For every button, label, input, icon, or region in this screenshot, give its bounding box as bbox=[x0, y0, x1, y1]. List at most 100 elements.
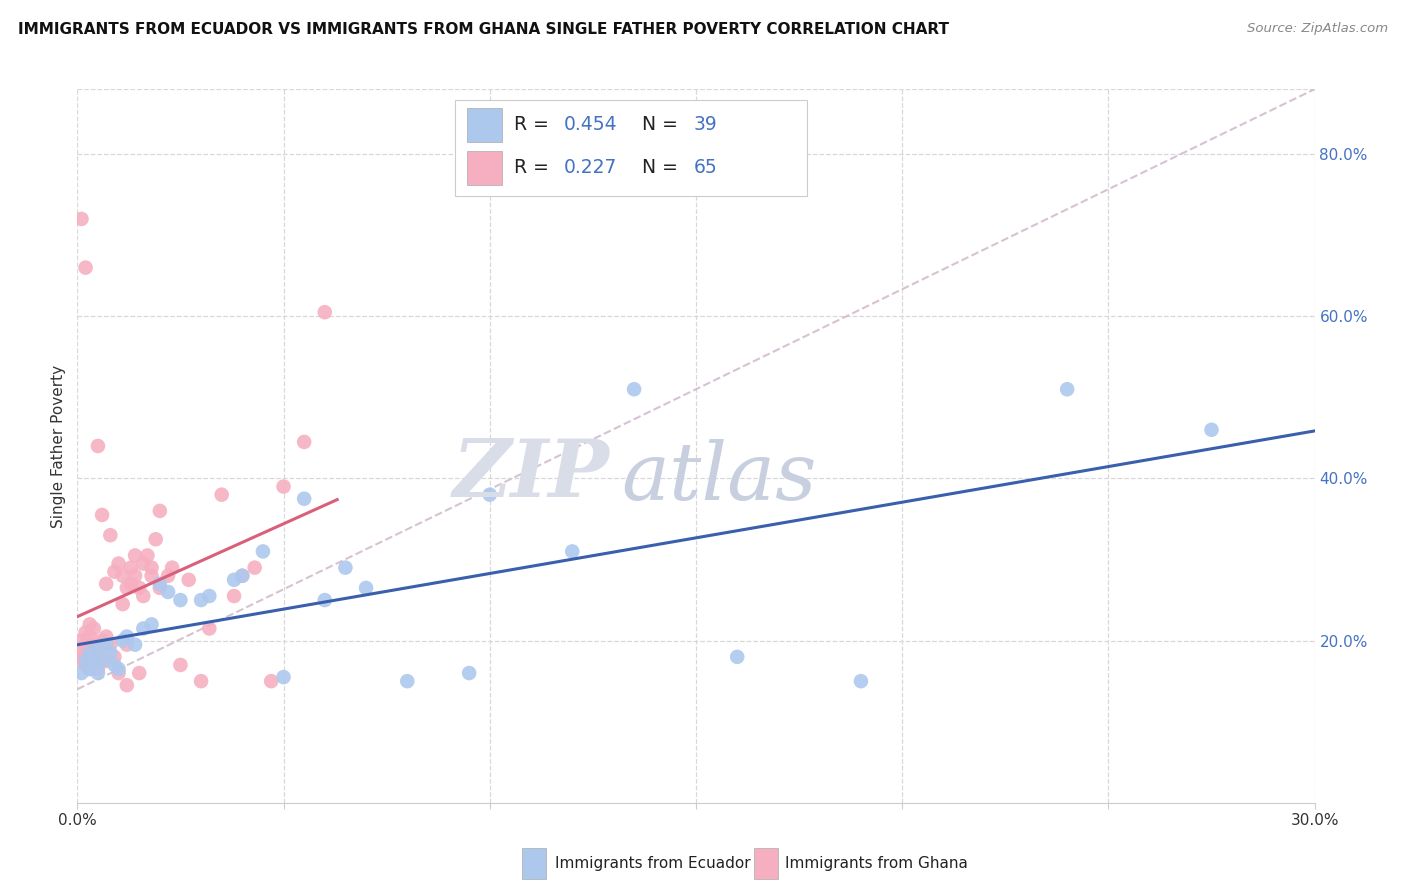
Point bbox=[103, 657, 125, 672]
Text: 65: 65 bbox=[693, 158, 717, 178]
Point bbox=[87, 641, 110, 656]
Text: N =: N = bbox=[641, 115, 683, 135]
Text: R =: R = bbox=[515, 115, 555, 135]
Point bbox=[120, 560, 142, 574]
Point bbox=[70, 633, 93, 648]
Point bbox=[198, 589, 221, 603]
Text: Source: ZipAtlas.com: Source: ZipAtlas.com bbox=[1247, 22, 1388, 36]
Point bbox=[725, 649, 748, 664]
Point bbox=[1056, 382, 1078, 396]
Point bbox=[96, 654, 118, 668]
Point bbox=[83, 622, 105, 636]
Point bbox=[79, 662, 101, 676]
Point bbox=[141, 568, 163, 582]
Point bbox=[83, 638, 105, 652]
Point bbox=[177, 573, 200, 587]
Point bbox=[160, 560, 183, 574]
FancyBboxPatch shape bbox=[454, 100, 807, 196]
Point bbox=[98, 646, 121, 660]
Point bbox=[124, 638, 146, 652]
Point bbox=[79, 662, 101, 676]
Point bbox=[75, 654, 97, 668]
Point bbox=[75, 657, 97, 672]
Point bbox=[91, 654, 114, 668]
Point bbox=[169, 593, 191, 607]
Point bbox=[260, 674, 283, 689]
Point bbox=[107, 557, 129, 571]
Point bbox=[79, 646, 101, 660]
Point bbox=[70, 654, 93, 668]
Point bbox=[292, 434, 315, 449]
Point bbox=[1201, 423, 1223, 437]
Text: N =: N = bbox=[641, 158, 683, 178]
Point bbox=[87, 662, 110, 676]
Point bbox=[115, 630, 138, 644]
Text: R =: R = bbox=[515, 158, 555, 178]
Point bbox=[478, 488, 501, 502]
Point bbox=[87, 666, 110, 681]
Point bbox=[83, 654, 105, 668]
Point bbox=[115, 581, 138, 595]
Point bbox=[79, 617, 101, 632]
Point bbox=[79, 646, 101, 660]
Point bbox=[396, 674, 419, 689]
Point bbox=[335, 560, 357, 574]
Point bbox=[243, 560, 266, 574]
Point bbox=[849, 674, 872, 689]
Point bbox=[75, 625, 97, 640]
Point bbox=[91, 649, 114, 664]
Bar bbox=[467, 151, 502, 185]
Point bbox=[132, 589, 155, 603]
Point bbox=[115, 638, 138, 652]
Point bbox=[157, 585, 180, 599]
Point bbox=[623, 382, 645, 396]
Point bbox=[354, 581, 377, 595]
Point bbox=[87, 439, 110, 453]
Text: 0.227: 0.227 bbox=[564, 158, 617, 178]
Point bbox=[128, 666, 150, 681]
Point bbox=[149, 577, 172, 591]
Point bbox=[273, 670, 295, 684]
Point bbox=[231, 568, 253, 582]
Point bbox=[141, 560, 163, 574]
Point bbox=[124, 568, 146, 582]
Text: 39: 39 bbox=[693, 115, 717, 135]
Point bbox=[75, 646, 97, 660]
Point bbox=[103, 649, 125, 664]
Point bbox=[141, 617, 163, 632]
Point bbox=[111, 597, 134, 611]
Point bbox=[128, 581, 150, 595]
Point bbox=[190, 674, 212, 689]
Point bbox=[198, 622, 221, 636]
Point bbox=[157, 568, 180, 582]
Point bbox=[169, 657, 191, 672]
Point bbox=[222, 573, 245, 587]
Point bbox=[211, 488, 233, 502]
Point bbox=[70, 666, 93, 681]
Bar bbox=[467, 108, 502, 142]
Text: atlas: atlas bbox=[621, 440, 817, 516]
Point bbox=[314, 305, 336, 319]
Point bbox=[75, 638, 97, 652]
Point bbox=[79, 630, 101, 644]
Point bbox=[111, 568, 134, 582]
Point bbox=[83, 654, 105, 668]
Point bbox=[149, 504, 172, 518]
Text: IMMIGRANTS FROM ECUADOR VS IMMIGRANTS FROM GHANA SINGLE FATHER POVERTY CORRELATI: IMMIGRANTS FROM ECUADOR VS IMMIGRANTS FR… bbox=[18, 22, 949, 37]
Point bbox=[75, 260, 97, 275]
Point bbox=[70, 211, 93, 226]
Text: 0.454: 0.454 bbox=[564, 115, 617, 135]
Point bbox=[70, 649, 93, 664]
Point bbox=[96, 638, 118, 652]
Text: Immigrants from Ecuador: Immigrants from Ecuador bbox=[555, 856, 751, 871]
Point bbox=[124, 549, 146, 563]
Point bbox=[132, 557, 155, 571]
Point bbox=[292, 491, 315, 506]
Point bbox=[145, 533, 167, 547]
Point bbox=[561, 544, 583, 558]
Point bbox=[252, 544, 274, 558]
Y-axis label: Single Father Poverty: Single Father Poverty bbox=[51, 365, 66, 527]
Point bbox=[98, 638, 121, 652]
Point bbox=[149, 581, 172, 595]
Point bbox=[231, 568, 253, 582]
